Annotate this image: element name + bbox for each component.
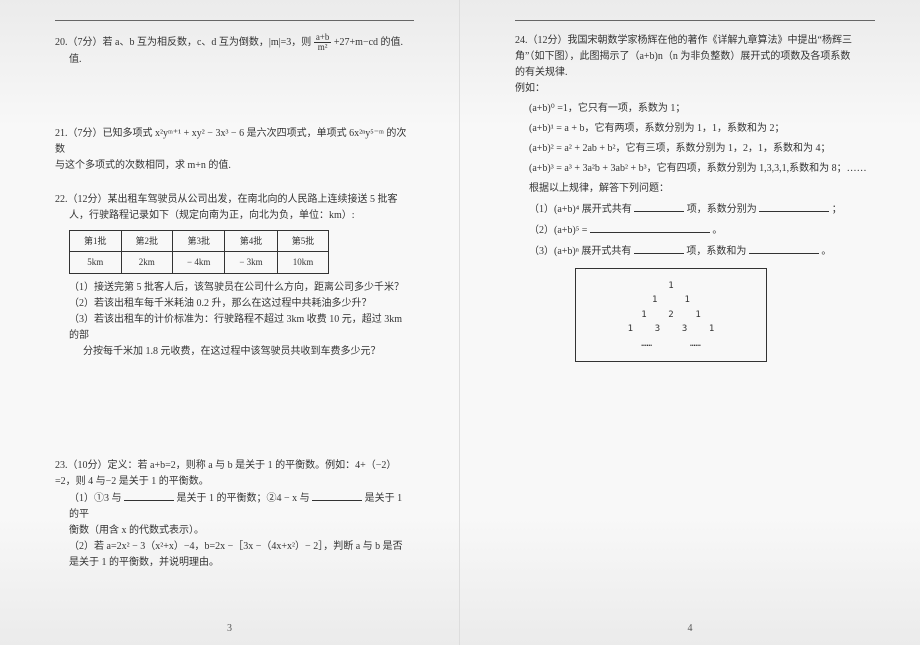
th: 第2批 (121, 231, 173, 252)
q23-s1d: 衡数（用含 x 的代数式表示）。 (69, 523, 414, 539)
page-right: 24.（12分）我国宋朝数学家杨辉在他的著作《详解九章算法》中提出“杨辉三 角”… (460, 0, 920, 645)
th: 第5批 (277, 231, 329, 252)
q24-s1c: ； (832, 204, 842, 215)
travel-table: 第1批 第2批 第3批 第4批 第5批 5km 2km − 4km − 3km … (69, 230, 329, 274)
blank (634, 201, 684, 212)
q24-s2: （2）(a+b)⁵ = 。 (529, 222, 875, 239)
q22-s2: （2）若该出租车每千米耗油 0.2 升，那么在这过程中共耗油多少升？ (69, 296, 414, 312)
td: 5km (70, 252, 122, 273)
th: 第1批 (70, 231, 122, 252)
q22-s3: （3）若该出租车的计价标准为：行驶路程不超过 3km 收费 10 元，超过 3k… (69, 312, 414, 344)
q22-s1: （1）接送完第 5 批客人后，该驾驶员在公司什么方向，距离公司多少千米？ (69, 280, 414, 296)
pascal-row: 1 (576, 279, 766, 293)
blank (590, 222, 710, 233)
q20-text: 20.（7分）若 a、b 互为相反数，c、d 互为倒数，|m|=3，则 (55, 37, 314, 48)
pascal-triangle-box: 1 1 1 1 2 1 1 3 3 1 …… …… (575, 268, 767, 362)
pascal-row: …… …… (576, 337, 766, 351)
th: 第4批 (225, 231, 277, 252)
q21-line1: 21.（7分）已知多项式 x²yᵐ⁺¹ + xy² − 3x³ − 6 是六次四… (55, 126, 414, 158)
q23-s1: （1）①3 与 是关于 1 的平衡数；②4 − x 与 是关于 1 的平 (69, 490, 414, 523)
table-row: 第1批 第2批 第3批 第4批 第5批 (70, 231, 329, 252)
q24-s3c: 。 (821, 246, 831, 257)
th: 第3批 (173, 231, 225, 252)
q22-line1: 22.（12分）某出租车驾驶员从公司出发，在南北向的人民路上连续接送 5 批客 (55, 192, 414, 208)
q20-cont: 值. (69, 52, 414, 68)
blank (312, 490, 362, 501)
blank (124, 490, 174, 501)
table-row: 5km 2km − 4km − 3km 10km (70, 252, 329, 273)
q23-line2: =2，则 4 与−2 是关于 1 的平衡数。 (55, 474, 414, 490)
q24-s3: （3）(a+b)ⁿ 展开式共有 项，系数和为 。 (529, 243, 875, 260)
q24-ex0: (a+b)⁰ =1，它只有一项，系数为 1； (529, 101, 875, 117)
spacer (55, 86, 414, 126)
q24-s3b: 项，系数和为 (686, 246, 746, 257)
q24-s2a: （2）(a+b)⁵ = (529, 225, 587, 236)
q24-s2b: 。 (712, 225, 722, 236)
q23-line1: 23.（10分）定义：若 a+b=2，则称 a 与 b 是关于 1 的平衡数。例… (55, 458, 414, 474)
question-23: 23.（10分）定义：若 a+b=2，则称 a 与 b 是关于 1 的平衡数。例… (55, 458, 414, 571)
q23-s2b: 是关于 1 的平衡数，并说明理由。 (69, 555, 414, 571)
q21-line2: 与这个多项式的次数相同，求 m+n 的值. (55, 158, 414, 174)
q23-s1b: 是关于 1 的平衡数；②4 − x 与 (177, 493, 310, 504)
td: 10km (277, 252, 329, 273)
td: − 4km (173, 252, 225, 273)
q24-s1a: （1）(a+b)⁴ 展开式共有 (529, 204, 632, 215)
q24-line3: 的有关规律. (515, 65, 875, 81)
q23-s1a: （1）①3 与 (69, 493, 122, 504)
page-number: 4 (688, 621, 693, 637)
pascal-row: 1 1 (576, 293, 766, 307)
q24-ex1: (a+b)¹ = a + b，它有两项，系数分别为 1，1，系数和为 2； (529, 121, 875, 137)
q22-s3b: 分按每千米加 1.8 元收费，在这过程中该驾驶员共收到车费多少元？ (83, 344, 414, 360)
question-24: 24.（12分）我国宋朝数学家杨辉在他的著作《详解九章算法》中提出“杨辉三 角”… (515, 33, 875, 362)
question-21: 21.（7分）已知多项式 x²yᵐ⁺¹ + xy² − 3x³ − 6 是六次四… (55, 126, 414, 174)
q24-s3a: （3）(a+b)ⁿ 展开式共有 (529, 246, 631, 257)
question-20: 20.（7分）若 a、b 互为相反数，c、d 互为倒数，|m|=3，则 a+b … (55, 33, 414, 68)
q22-line2: 人，行驶路程记录如下（规定向南为正，向北为负，单位：km）: (69, 208, 414, 224)
q24-rule: 根据以上规律，解答下列问题： (529, 181, 875, 197)
q23-s2a: （2）若 a=2x² − 3（x²+x）−4，b=2x −［3x −（4x+x²… (69, 539, 414, 555)
q20-frac-den: m² (314, 43, 332, 52)
page-top-rule (55, 20, 414, 21)
spacer (55, 378, 414, 458)
page-number: 3 (227, 621, 232, 637)
td: − 3km (225, 252, 277, 273)
pascal-row: 1 3 3 1 (576, 322, 766, 336)
q20-fraction: a+b m² (314, 33, 332, 52)
q24-ex2: (a+b)² = a² + 2ab + b²，它有三项，系数分别为 1，2，1，… (529, 141, 875, 157)
q24-ex3: (a+b)³ = a³ + 3a²b + 3ab² + b³，它有四项，系数分别… (529, 161, 875, 177)
blank (749, 243, 819, 254)
td: 2km (121, 252, 173, 273)
pascal-row: 1 2 1 (576, 308, 766, 322)
question-22: 22.（12分）某出租车驾驶员从公司出发，在南北向的人民路上连续接送 5 批客 … (55, 192, 414, 360)
q24-line2: 角”（如下图），此图揭示了（a+b)n（n 为非负整数）展开式的项数及各项系数 (515, 49, 875, 65)
q24-line1: 24.（12分）我国宋朝数学家杨辉在他的著作《详解九章算法》中提出“杨辉三 (515, 33, 875, 49)
q24-ex-label: 例如： (515, 81, 875, 97)
page-left: 20.（7分）若 a、b 互为相反数，c、d 互为倒数，|m|=3，则 a+b … (0, 0, 460, 645)
q24-s1b: 项，系数分别为 (687, 204, 757, 215)
q24-s1: （1）(a+b)⁴ 展开式共有 项，系数分别为 ； (529, 201, 875, 218)
q20-tail: +27+m−cd 的值. (334, 37, 403, 48)
page-top-rule (515, 20, 875, 21)
blank (759, 201, 829, 212)
blank (634, 243, 684, 254)
